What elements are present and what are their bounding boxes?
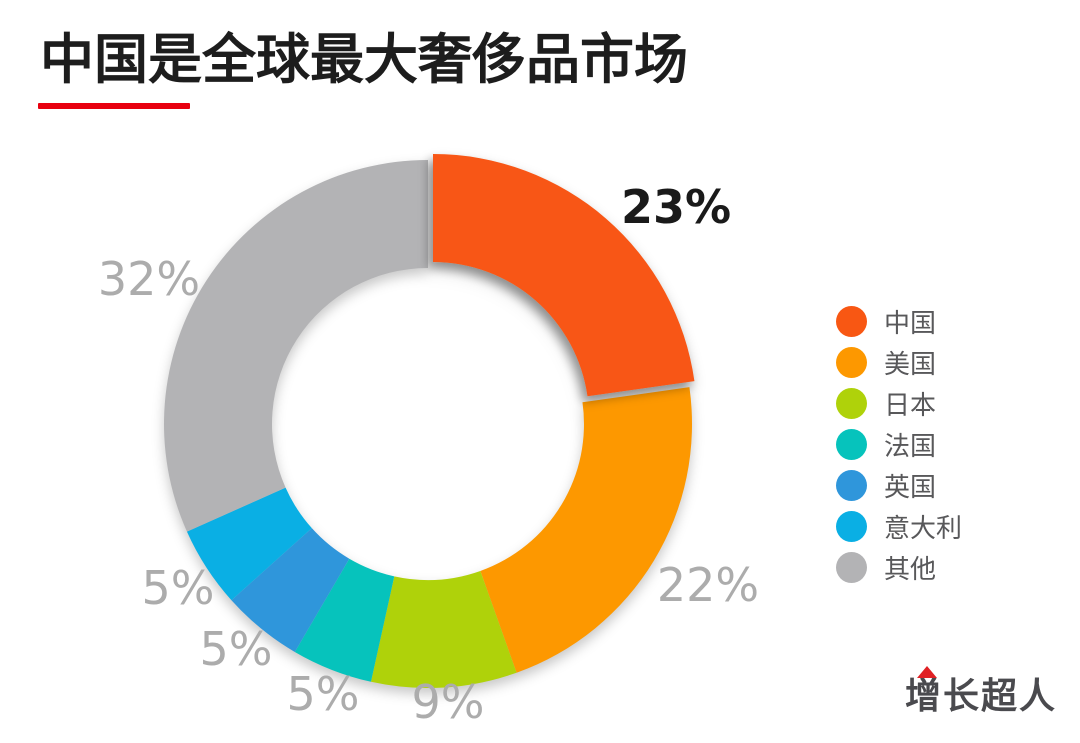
logo-accent-caret-icon: [916, 666, 937, 678]
legend-item-1: 美国: [836, 342, 962, 383]
slice-value-label-4: 5%: [200, 622, 273, 676]
legend-item-label: 日本: [884, 391, 937, 421]
legend-item-6: 其他: [836, 547, 962, 588]
slice-value-label-2: 9%: [412, 675, 485, 729]
legend-item-label: 法国: [884, 432, 937, 462]
page-title: 中国是全球最大奢侈品市场: [40, 27, 688, 91]
legend-item-4: 英国: [836, 465, 962, 506]
legend-marker-dot: [836, 347, 867, 378]
legend-marker-dot: [836, 511, 867, 542]
chart-legend: 中国美国日本法国英国意大利其他: [836, 301, 962, 588]
legend-item-label: 英国: [884, 473, 937, 503]
slice-value-label-6: 32%: [98, 252, 200, 306]
pie-slice-2: [370, 570, 517, 689]
legend-item-3: 法国: [836, 424, 962, 465]
legend-item-label: 意大利: [884, 514, 963, 544]
pie-slice-0: [433, 153, 695, 397]
legend-item-2: 日本: [836, 383, 962, 424]
legend-marker-dot: [836, 429, 867, 460]
legend-item-5: 意大利: [836, 506, 962, 547]
pie-slice-1: [480, 387, 693, 673]
donut-ring: [164, 153, 695, 689]
legend-marker-dot: [836, 470, 867, 501]
legend-item-label: 中国: [884, 309, 937, 339]
slice-value-label-1: 22%: [657, 558, 759, 612]
slice-value-label-5: 5%: [142, 561, 215, 615]
pie-slice-4: [231, 528, 350, 652]
pie-slice-5: [186, 487, 312, 601]
pie-slice-3: [294, 558, 395, 682]
legend-item-label: 美国: [884, 350, 937, 380]
legend-item-label: 其他: [884, 555, 937, 585]
legend-marker-dot: [836, 552, 867, 583]
slice-value-label-0: 23%: [621, 180, 731, 234]
legend-marker-dot: [836, 388, 867, 419]
pie-slice-6: [164, 159, 428, 532]
slice-value-label-3: 5%: [287, 667, 360, 721]
brand-logo-text: 增长超人: [904, 676, 1057, 717]
legend-item-0: 中国: [836, 301, 962, 342]
brand-logo: 增长超人: [904, 666, 1057, 719]
legend-marker-dot: [836, 306, 867, 337]
title-underline: [38, 103, 190, 109]
